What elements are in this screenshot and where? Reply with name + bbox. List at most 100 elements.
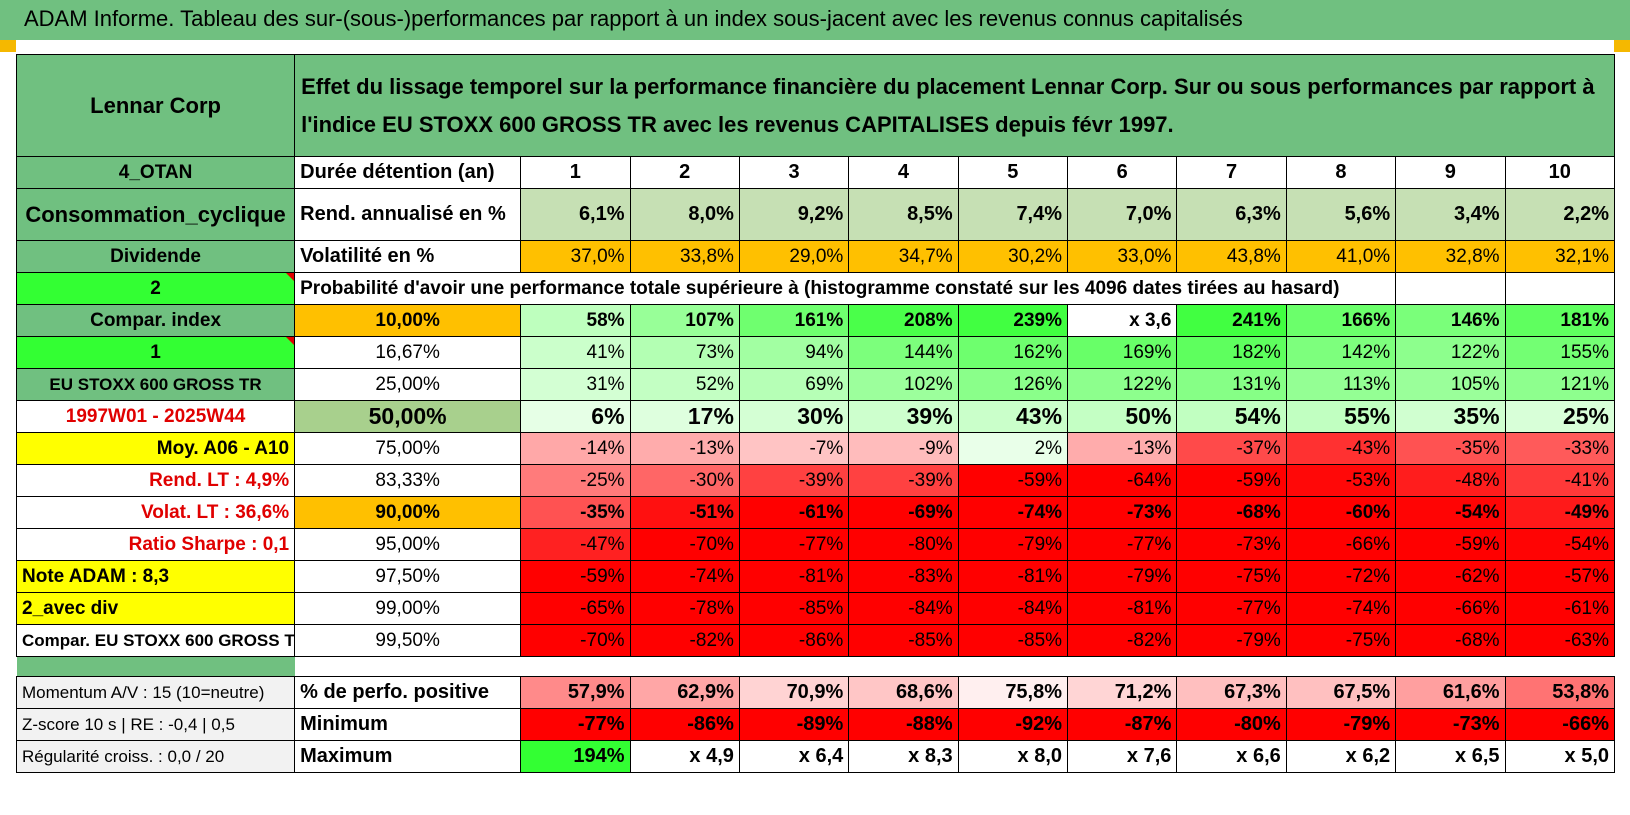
stat-cell: -77% (520, 708, 631, 741)
side-label: 1997W01 - 2025W44 (15, 400, 296, 433)
result-cell: 2,2% (1504, 188, 1616, 241)
result-cell: -82% (1067, 624, 1178, 657)
stat-cell: x 6,6 (1176, 740, 1287, 773)
result-cell: -60% (1285, 496, 1397, 529)
side-label: Compar. index (15, 304, 296, 337)
stat-cell: -92% (957, 708, 1069, 741)
result-cell: 31% (520, 368, 631, 401)
side-label: EU STOXX 600 GROSS TR (15, 368, 296, 401)
result-cell: 105% (1395, 368, 1506, 401)
result-cell: -66% (1285, 528, 1397, 561)
result-cell: -81% (1067, 592, 1178, 625)
result-cell: 33,0% (1067, 240, 1178, 273)
empty-cell (1395, 272, 1506, 305)
result-cell: -68% (1176, 496, 1287, 529)
result-cell: -78% (629, 592, 740, 625)
result-cell: 162% (957, 336, 1069, 369)
row-label: Volatilité en % (294, 240, 522, 273)
side-label: Dividende (15, 240, 296, 273)
result-cell: -47% (520, 528, 631, 561)
description-cell: Effet du lissage temporel sur la perform… (294, 54, 1615, 157)
spacer-cell (16, 656, 295, 677)
result-cell: -83% (848, 560, 959, 593)
result-cell: 126% (957, 368, 1069, 401)
result-cell: -86% (738, 624, 850, 657)
result-cell: -64% (1067, 464, 1178, 497)
result-cell: -82% (629, 624, 740, 657)
result-cell: 9,2% (738, 188, 850, 241)
stat-cell: x 6,2 (1285, 740, 1397, 773)
result-cell: 122% (1395, 336, 1506, 369)
result-cell: 39% (848, 400, 959, 433)
side-label: Compar. EU STOXX 600 GROSS TR (15, 624, 296, 657)
report-title: ADAM Informe. Tableau des sur-(sous-)per… (24, 6, 1243, 31)
result-cell: -61% (1504, 592, 1616, 625)
result-cell: 181% (1504, 304, 1616, 337)
result-cell: -81% (957, 560, 1069, 593)
result-cell: -74% (1285, 592, 1397, 625)
result-cell: 2 (629, 156, 740, 189)
result-cell: -84% (848, 592, 959, 625)
side-label: Volat. LT : 36,6% (15, 496, 296, 529)
result-cell: -68% (1395, 624, 1506, 657)
row-label: 16,67% (294, 336, 522, 369)
result-cell: -61% (738, 496, 850, 529)
row-label: Rend. annualisé en % (294, 188, 522, 241)
result-cell: -51% (629, 496, 740, 529)
stat-cell: -79% (1285, 708, 1397, 741)
performance-table: Lennar Corp Effet du lissage temporel su… (15, 54, 1616, 773)
result-cell: -81% (738, 560, 850, 593)
result-cell: 17% (629, 400, 740, 433)
result-cell: 142% (1285, 336, 1397, 369)
result-cell: 25% (1504, 400, 1616, 433)
result-cell: 43% (957, 400, 1069, 433)
result-cell: -72% (1285, 560, 1397, 593)
result-cell: 32,8% (1395, 240, 1506, 273)
result-cell: 169% (1067, 336, 1178, 369)
stat-cell: -89% (738, 708, 850, 741)
stat-label: Z-score 10 s | RE : -0,4 | 0,5 (15, 708, 296, 741)
result-cell: -80% (848, 528, 959, 561)
result-cell: -74% (957, 496, 1069, 529)
result-cell: -79% (957, 528, 1069, 561)
stat-cell: x 8,3 (848, 740, 959, 773)
stat-cell: -73% (1395, 708, 1506, 741)
result-cell: 2% (957, 432, 1069, 465)
result-cell: 8,0% (629, 188, 740, 241)
row-label: Durée détention (an) (294, 156, 522, 189)
result-cell: 1 (520, 156, 631, 189)
result-cell: -25% (520, 464, 631, 497)
stat-cell: 75,8% (957, 676, 1069, 709)
side-label: 2_avec div (15, 592, 296, 625)
result-cell: 5,6% (1285, 188, 1397, 241)
result-cell: -69% (848, 496, 959, 529)
result-cell: 43,8% (1176, 240, 1287, 273)
stat-cell: 194% (520, 740, 631, 773)
result-cell: -77% (738, 528, 850, 561)
result-cell: -79% (1067, 560, 1178, 593)
result-cell: 182% (1176, 336, 1287, 369)
stat-cell: -66% (1504, 708, 1616, 741)
result-cell: 166% (1285, 304, 1397, 337)
result-cell: -54% (1395, 496, 1506, 529)
result-cell: 50% (1067, 400, 1178, 433)
side-label: Moy. A06 - A10 (15, 432, 296, 465)
result-cell: -75% (1285, 624, 1397, 657)
performance-sheet: Lennar Corp Effet du lissage temporel su… (15, 54, 1616, 773)
result-cell: -33% (1504, 432, 1616, 465)
result-cell: 37,0% (520, 240, 631, 273)
probability-header: Probabilité d'avoir une performance tota… (294, 272, 1396, 305)
corner-marker (1614, 40, 1630, 52)
result-cell: 113% (1285, 368, 1397, 401)
side-label: 1 (15, 336, 296, 369)
row-label: 83,33% (294, 464, 522, 497)
stat-cell: 71,2% (1067, 676, 1178, 709)
result-cell: -63% (1504, 624, 1616, 657)
result-cell: -85% (957, 624, 1069, 657)
result-cell: -48% (1395, 464, 1506, 497)
result-cell: 6% (520, 400, 631, 433)
stat-cell: 67,5% (1285, 676, 1397, 709)
side-label: Rend. LT : 4,9% (15, 464, 296, 497)
result-cell: -59% (520, 560, 631, 593)
result-cell: 155% (1504, 336, 1616, 369)
